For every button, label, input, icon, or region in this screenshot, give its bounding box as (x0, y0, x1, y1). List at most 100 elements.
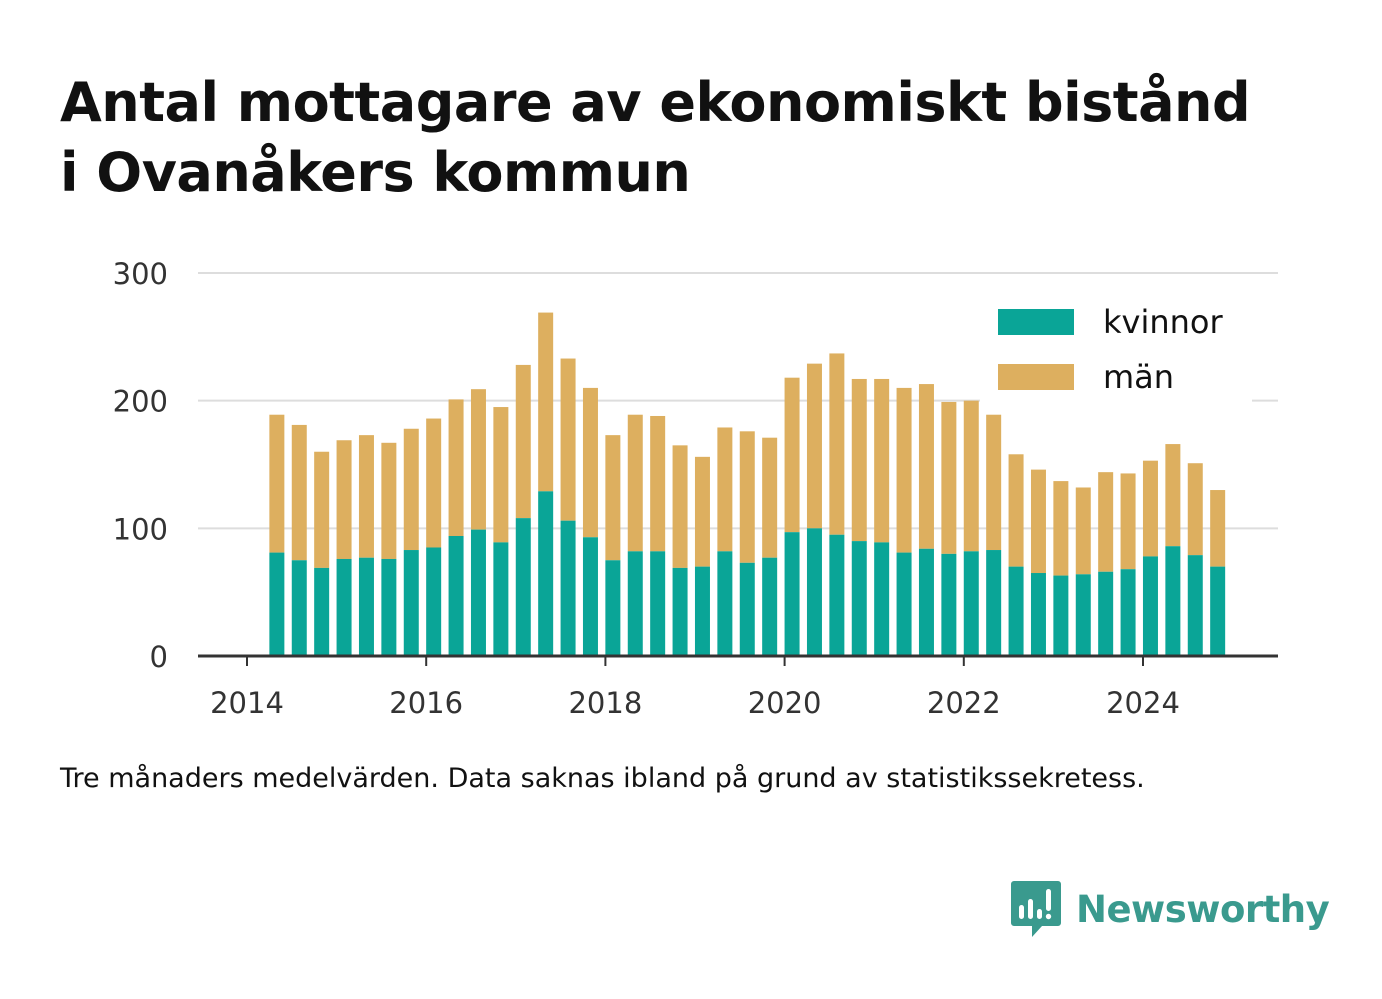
bar-man (358, 435, 374, 558)
bar-man (806, 363, 822, 529)
legend-label-kvinnor: kvinnor (1103, 303, 1224, 341)
bar-man (426, 418, 442, 548)
bar-kvinnor (291, 560, 307, 656)
y-axis-labels: 0 100 200 300 (113, 257, 168, 674)
bar-kvinnor (627, 551, 643, 656)
bar-kvinnor (314, 567, 330, 656)
bar-kvinnor (1030, 573, 1046, 656)
bar-man (560, 358, 576, 521)
bar-kvinnor (582, 537, 598, 656)
bar-kvinnor (851, 541, 867, 656)
bar-man (851, 378, 867, 542)
bar-kvinnor (1120, 569, 1136, 656)
bar-kvinnor (672, 567, 688, 656)
brand-logo: Newsworthy (1010, 878, 1330, 940)
bar-man (448, 399, 464, 536)
bar-kvinnor (1053, 575, 1069, 656)
bar-kvinnor (1142, 556, 1158, 656)
x-tick-label: 2022 (927, 686, 1001, 720)
bar-man (650, 415, 666, 552)
bar-man (1187, 463, 1203, 556)
bar-kvinnor (1075, 574, 1091, 656)
x-tick-label: 2014 (210, 686, 284, 720)
bar-man (1142, 460, 1158, 557)
bar-man (941, 401, 957, 554)
bar-kvinnor (336, 558, 352, 656)
bar-man (829, 353, 845, 535)
bar-kvinnor (605, 560, 621, 656)
x-tick-label: 2024 (1106, 686, 1180, 720)
y-tick-label: 200 (113, 385, 168, 419)
bar-man (381, 442, 397, 559)
chart-title-line-1: Antal mottagare av ekonomiskt bistånd (60, 71, 1251, 134)
x-tick-label: 2016 (389, 686, 463, 720)
bar-kvinnor (717, 551, 733, 656)
bar-kvinnor (381, 558, 397, 656)
bar-kvinnor (784, 532, 800, 656)
bar-kvinnor (829, 534, 845, 656)
bar-kvinnor (896, 552, 912, 656)
bar-man (627, 414, 643, 552)
bar-man (1120, 473, 1136, 570)
bar-kvinnor (1210, 566, 1226, 656)
bar-man (538, 312, 554, 492)
bar-man (470, 389, 486, 530)
bar-man (403, 428, 419, 551)
bar-kvinnor (470, 529, 486, 656)
bar-man (291, 424, 307, 561)
chart-title-line-2: i Ovanåkers kommun (60, 141, 691, 204)
bar-kvinnor (403, 550, 419, 656)
bar-man (1165, 444, 1181, 547)
bar-man (896, 387, 912, 553)
bar-kvinnor (739, 562, 755, 656)
footnote: Tre månaders medelvärden. Data saknas ib… (60, 763, 1145, 794)
bar-kvinnor (493, 542, 509, 656)
bar-man (314, 451, 330, 568)
bar-kvinnor (918, 548, 934, 656)
legend-swatch-man (998, 364, 1074, 390)
bar-kvinnor (1165, 546, 1181, 656)
bar-kvinnor (269, 552, 285, 656)
bar-man (784, 377, 800, 533)
legend-label-man: män (1103, 358, 1174, 396)
bar-man (1210, 490, 1226, 567)
x-tick-label: 2020 (748, 686, 822, 720)
bar-kvinnor (515, 518, 531, 656)
bar-man (672, 445, 688, 568)
bar-man (493, 407, 509, 543)
bar-kvinnor (560, 520, 576, 656)
chart-title: Antal mottagare av ekonomiskt bistånd i … (60, 68, 1340, 208)
bar-man (582, 387, 598, 538)
legend: kvinnor män (980, 290, 1252, 410)
bar-man (717, 427, 733, 552)
legend-swatch-kvinnor (998, 309, 1074, 335)
bar-chart-speech-bubble-icon (1011, 881, 1061, 937)
bar-man (1098, 472, 1114, 572)
bar-kvinnor (694, 566, 710, 656)
bar-man (1008, 454, 1024, 567)
bar-man (515, 364, 531, 519)
stacked-bar-chart: 2014 2016 2018 2020 2022 2024 0 100 200 300 kvin… (113, 257, 1278, 720)
bar-kvinnor (426, 547, 442, 656)
bar-kvinnor (1187, 555, 1203, 656)
bar-man (694, 456, 710, 567)
bar-kvinnor (762, 557, 778, 656)
y-tick-label: 100 (113, 512, 168, 546)
bar-man (605, 435, 621, 561)
bar-man (986, 414, 1002, 551)
bar-kvinnor (358, 557, 374, 656)
bar-kvinnor (538, 491, 554, 656)
y-tick-label: 0 (150, 640, 168, 674)
bar-kvinnor (1098, 571, 1114, 656)
bar-kvinnor (941, 553, 957, 656)
bars (269, 312, 1226, 656)
x-tick-label: 2018 (568, 686, 642, 720)
bar-kvinnor (806, 528, 822, 656)
bar-man (1053, 481, 1069, 576)
bar-man (1030, 469, 1046, 574)
bar-kvinnor (874, 542, 890, 656)
bar-man (739, 431, 755, 563)
bar-man (874, 378, 890, 543)
bar-kvinnor (448, 535, 464, 656)
bar-kvinnor (650, 551, 666, 656)
